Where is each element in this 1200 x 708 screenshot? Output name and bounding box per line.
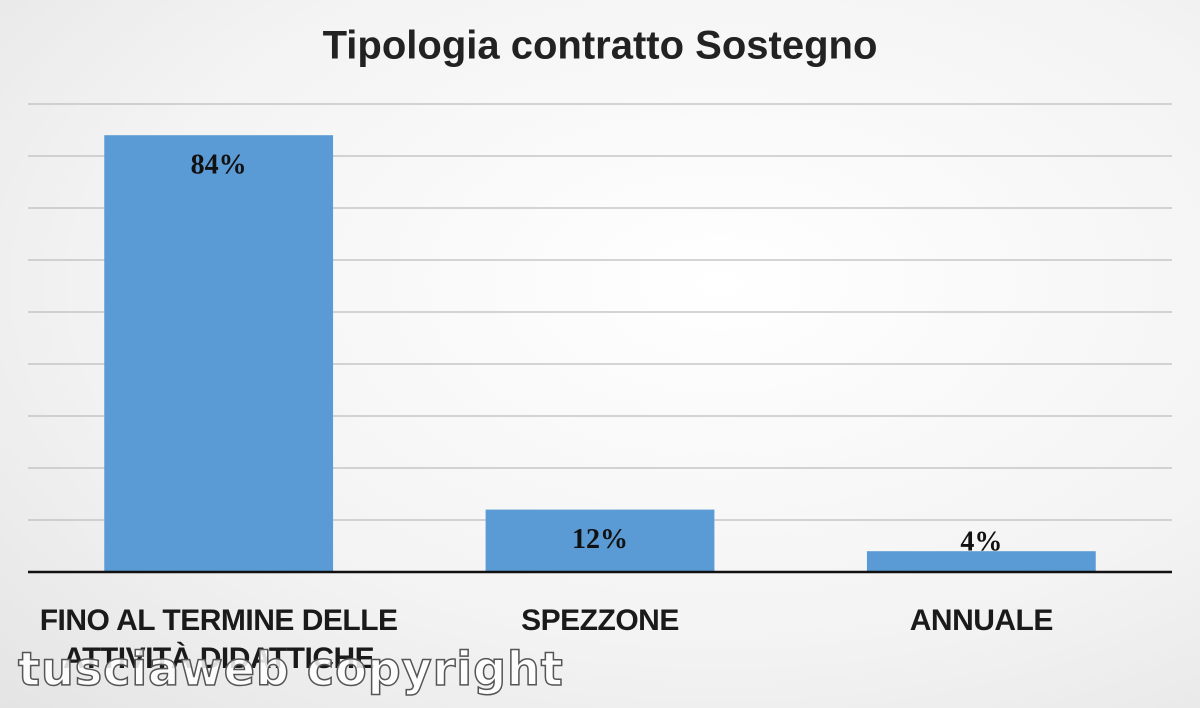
data-label: 84% <box>191 150 247 181</box>
chart-title: Tipologia contratto Sostegno <box>323 24 878 68</box>
x-tick-label: SPEZZONE <box>521 604 679 637</box>
bar <box>866 551 1096 572</box>
data-label: 4% <box>960 526 1002 557</box>
data-label: 12% <box>572 524 628 555</box>
bar <box>104 135 334 572</box>
x-tick-label: ANNUALE <box>909 604 1054 637</box>
watermark: tusciaweb copyright <box>17 641 564 697</box>
bar <box>485 509 715 572</box>
x-tick-label: FINO AL TERMINE DELLE ATTIVITÀ DIDATTICH… <box>39 604 398 675</box>
